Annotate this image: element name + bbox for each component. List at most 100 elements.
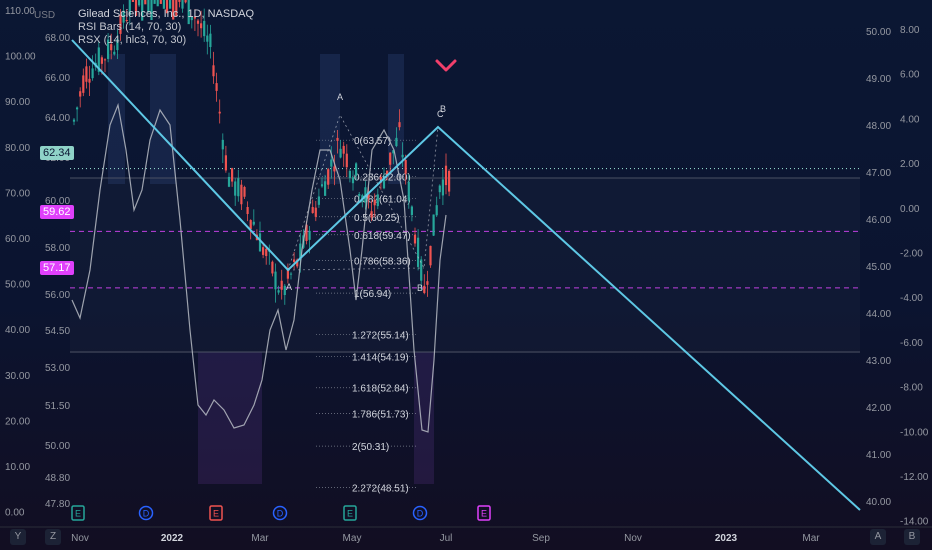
event-marker-label: D [277, 509, 284, 519]
candle-body [348, 170, 351, 178]
earnings-marker [477, 505, 491, 521]
fib-level-label: 0.382(61.04) [354, 195, 411, 206]
candle-body [336, 137, 339, 141]
candle-body [358, 194, 361, 196]
outer-left-tick: 50.00 [5, 280, 30, 291]
rsi-overbought-band [108, 54, 125, 184]
axis-z-button[interactable]: Z [45, 529, 61, 545]
fib-level-label: 0(63.57) [354, 136, 391, 147]
candle-body [153, 0, 156, 4]
right-price-tick: 49.00 [866, 74, 891, 85]
axis-b-button[interactable]: B [904, 529, 920, 545]
fib-level-label: 1(56.94) [354, 289, 391, 300]
candle-body [218, 111, 221, 114]
rsi-overbought-band [150, 54, 176, 184]
earnings-marker [71, 505, 85, 521]
outer-left-tick: 100.00 [5, 52, 36, 63]
candle-body [79, 91, 82, 97]
right-price-tick: 44.00 [866, 309, 891, 320]
event-marker-label: D [417, 509, 424, 519]
candle-body [379, 176, 382, 180]
fib-level-label: 2.272(48.51) [352, 484, 409, 495]
x-axis-tick: Mar [251, 533, 269, 544]
rsx-indicator[interactable]: RSX (14, hlc3, 70, 30) [78, 34, 187, 46]
rsi-oversold-band [414, 352, 434, 484]
inner-left-tick: 58.00 [45, 243, 70, 254]
candle-body [249, 220, 252, 230]
candle-body [314, 207, 317, 217]
x-axis-tick: May [343, 533, 362, 544]
candle-body [150, 0, 153, 21]
candle-body [448, 170, 451, 192]
candle-body [237, 178, 240, 197]
auto-scale-button[interactable]: A [870, 529, 886, 545]
inner-left-tick: 47.80 [45, 499, 70, 510]
candle-body [398, 122, 401, 128]
right-osc-tick: -12.00 [900, 472, 929, 483]
candle-body [423, 285, 426, 293]
candle-body [209, 33, 212, 48]
candle-body [386, 170, 389, 174]
candle-body [308, 230, 311, 240]
symbol-title[interactable]: Gilead Sciences, Inc., 1D, NASDAQ [78, 8, 255, 20]
pattern-point-label: A [286, 282, 292, 292]
candle-body [305, 224, 308, 241]
candle-body [367, 191, 370, 199]
inner-left-tick: 51.50 [45, 401, 70, 412]
candle-body [320, 184, 324, 187]
fib-level-label: 1.414(54.19) [352, 353, 409, 364]
right-price-tick: 46.00 [866, 215, 891, 226]
event-marker-label: E [481, 509, 487, 519]
candle-body [258, 233, 262, 252]
candle-body [221, 139, 224, 150]
event-marker-label: E [213, 509, 219, 519]
earnings-marker [343, 505, 357, 521]
candle-body [392, 150, 395, 154]
candle-body [82, 75, 85, 93]
candle-body [413, 234, 417, 244]
dividend-marker [138, 505, 154, 521]
candle-body [200, 23, 203, 29]
candle-body [234, 181, 237, 196]
candle-body [159, 0, 162, 4]
fibonacci-levels: 0(63.57) 0.236(62.00) 0.382(61.04) 0.5(60.2… [316, 136, 418, 495]
x-axis-tick: Mar [802, 533, 820, 544]
outer-left-tick: 80.00 [5, 143, 30, 154]
right-osc-tick: -8.00 [900, 383, 923, 394]
dividend-marker [412, 505, 428, 521]
candle-body [227, 176, 231, 187]
outer-left-tick: 10.00 [5, 462, 30, 473]
pattern-point-label: B [417, 283, 423, 293]
candle-body [240, 184, 243, 205]
fib-level-label: 1.786(51.73) [352, 409, 409, 420]
event-marker-label: E [347, 509, 353, 519]
right-osc-tick: -2.00 [900, 249, 923, 260]
rsi-bars-indicator[interactable]: RSI Bars (14, 70, 30) [78, 21, 182, 33]
candle-body [156, 0, 159, 7]
candle-body [280, 280, 283, 290]
candle-body [103, 59, 107, 61]
right-osc-tick: 6.00 [900, 70, 920, 81]
price-badge: 62.34 [40, 146, 74, 160]
inner-left-tick: 60.00 [45, 196, 70, 207]
candle-body [274, 271, 277, 290]
candle-body [333, 166, 336, 172]
candle-body [420, 259, 423, 281]
candle-body [432, 214, 435, 236]
candle-body [196, 20, 200, 24]
candle-body [296, 259, 299, 267]
candle-body [426, 281, 429, 285]
axis-y-button[interactable]: Y [10, 529, 26, 545]
candle-body [122, 10, 125, 23]
candle-body [376, 194, 379, 207]
trend-zigzag-line [71, 39, 861, 511]
candle-body [410, 206, 413, 216]
inner-left-tick: 50.00 [45, 441, 70, 452]
sell-signal-icon [435, 59, 457, 72]
candle-body [407, 181, 410, 201]
pattern-point-label: A [337, 92, 343, 102]
candle-body [215, 83, 218, 91]
pattern-connector [287, 114, 439, 271]
pattern-point-label: B [440, 104, 446, 114]
